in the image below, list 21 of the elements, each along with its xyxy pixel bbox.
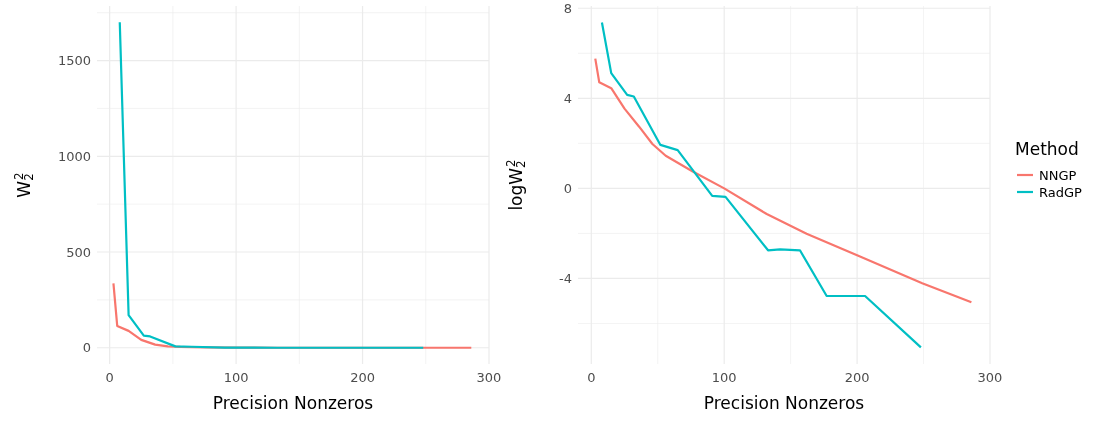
legend-title: Method [1015, 139, 1079, 159]
y-tick-label: 0 [563, 180, 572, 196]
y-tick-label: 0 [82, 340, 91, 356]
legend-label: RadGP [1039, 184, 1083, 200]
y-tick-label: 8 [563, 0, 572, 16]
x-axis-title: Precision Nonzeros [212, 393, 374, 413]
x-tick-label: 200 [844, 370, 870, 385]
x-axis-title: Precision Nonzeros [703, 393, 865, 413]
y-tick-label: 500 [66, 244, 91, 260]
x-tick-label: 300 [476, 370, 502, 385]
legend-label: NNGP [1039, 167, 1077, 183]
y-tick-label: -4 [559, 270, 572, 286]
x-tick-label: 0 [587, 370, 596, 385]
y-tick-label: 1000 [57, 148, 91, 164]
x-tick-label: 100 [711, 370, 737, 385]
x-tick-label: 200 [350, 370, 375, 385]
y-tick-label: 4 [563, 90, 572, 106]
x-tick-label: 300 [977, 370, 1003, 385]
x-tick-label: 100 [223, 370, 249, 385]
x-tick-label: 0 [105, 370, 114, 385]
y-tick-label: 1500 [57, 53, 91, 69]
